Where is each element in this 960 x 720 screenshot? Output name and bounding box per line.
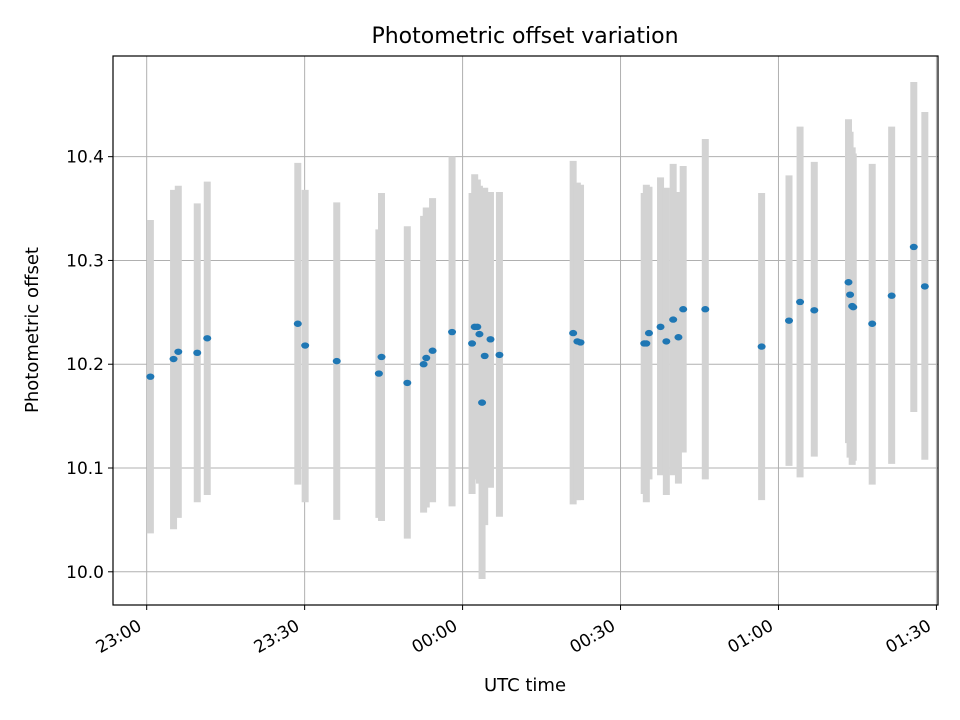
data-point — [146, 373, 155, 380]
data-point — [428, 347, 437, 354]
y-tick-label: 10.1 — [66, 459, 104, 479]
data-point — [576, 339, 585, 346]
data-point — [656, 323, 665, 331]
data-point — [868, 320, 877, 327]
data-point — [644, 329, 653, 337]
y-tick-label: 10.0 — [66, 563, 104, 583]
data-point — [422, 354, 431, 362]
data-point — [810, 307, 819, 314]
chart-title: Photometric offset variation — [371, 24, 678, 49]
data-point — [679, 306, 688, 313]
data-point — [757, 343, 766, 350]
data-point — [486, 336, 495, 343]
data-point — [468, 340, 477, 347]
data-point — [887, 292, 896, 299]
data-point — [377, 353, 386, 361]
y-axis-label: Photometric offset — [22, 247, 43, 413]
x-axis-label: UTC time — [484, 675, 566, 696]
data-point — [374, 370, 383, 377]
data-point — [669, 316, 678, 323]
data-point — [480, 352, 489, 360]
data-points — [146, 243, 929, 406]
data-point — [674, 334, 683, 341]
data-point — [301, 342, 310, 349]
y-tick-label: 10.3 — [66, 251, 104, 271]
data-point — [785, 317, 794, 324]
data-point — [419, 361, 428, 368]
data-point — [193, 349, 202, 357]
data-point — [920, 283, 929, 290]
data-point — [169, 355, 178, 363]
data-point — [796, 298, 805, 306]
data-point — [844, 279, 853, 286]
data-point — [473, 323, 482, 331]
data-point — [403, 379, 412, 387]
data-point — [293, 320, 302, 327]
data-point — [569, 329, 578, 337]
data-point — [448, 328, 457, 336]
y-axis-ticks: 10.0 10.1 10.2 10.3 10.4 — [66, 148, 113, 583]
y-tick-label: 10.2 — [66, 355, 104, 375]
data-point — [478, 399, 487, 406]
y-tick-label: 10.4 — [66, 148, 104, 168]
data-point — [475, 330, 484, 338]
data-point — [909, 243, 918, 251]
data-point — [332, 357, 341, 365]
plot-frame — [112, 55, 939, 606]
data-point — [642, 340, 651, 347]
data-point — [849, 303, 858, 311]
data-point — [495, 351, 504, 359]
data-point — [846, 291, 855, 298]
data-point — [174, 348, 183, 355]
data-point — [662, 338, 671, 345]
data-point — [701, 306, 710, 313]
data-point — [203, 335, 212, 342]
